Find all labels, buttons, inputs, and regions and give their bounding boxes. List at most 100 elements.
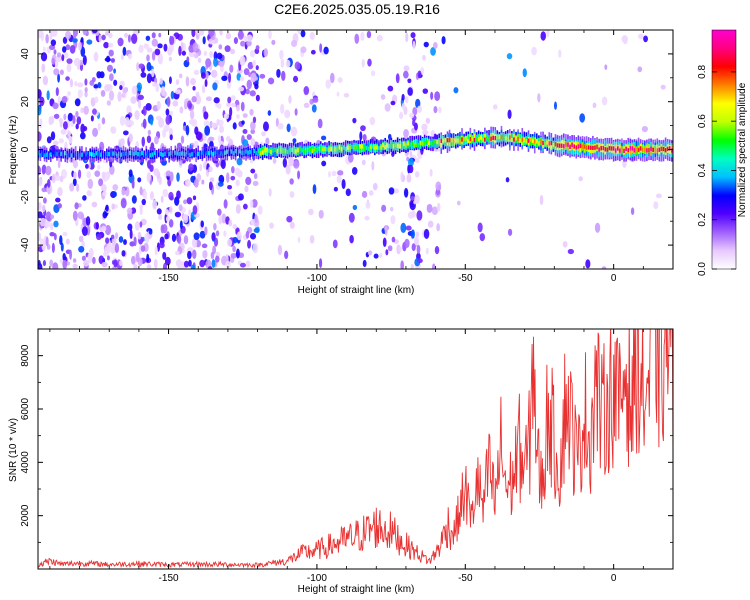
spectrogram-cell xyxy=(42,75,49,86)
spectrogram-cell xyxy=(463,136,465,142)
spectrogram-cell xyxy=(49,259,54,267)
spectrogram-cell xyxy=(252,243,259,254)
spectrogram-cell xyxy=(193,232,200,241)
spectrogram-cell xyxy=(232,236,238,244)
spectrogram-cell xyxy=(188,103,192,109)
spectrogram-cell xyxy=(360,31,365,41)
spectrogram-cell xyxy=(232,122,237,130)
spectrogram-cell xyxy=(136,82,143,92)
spectrogram-cell xyxy=(249,149,251,155)
spectrogram-cell xyxy=(413,236,420,246)
spectrogram-cell xyxy=(50,39,57,46)
spectrogram-cell xyxy=(178,204,183,212)
spectrogram-cell xyxy=(179,106,184,114)
spectrogram-cell xyxy=(188,259,192,267)
spectrogram-cell xyxy=(486,135,488,140)
spectrogram-cell xyxy=(235,204,241,214)
spectrogram-cell xyxy=(242,129,248,134)
spectrogram-cell xyxy=(387,245,393,252)
spectrogram-cell xyxy=(417,70,422,79)
spectrogram-cell xyxy=(122,87,128,94)
spectrogram-cell xyxy=(129,241,136,247)
spectrogram-cell xyxy=(621,35,628,43)
spectrogram-cell xyxy=(218,174,225,184)
spectrogram-cell xyxy=(38,232,42,242)
spectrogram-cell xyxy=(257,148,260,154)
spectrogram-cell xyxy=(390,142,393,147)
spectrogram-cell xyxy=(325,79,331,89)
spectrogram-cell xyxy=(51,242,55,254)
spectrogram-cell xyxy=(174,150,177,156)
spectrogram-cell xyxy=(333,186,338,192)
spectrogram-cell xyxy=(114,243,120,254)
spectrogram-cell xyxy=(239,262,246,268)
spectrogram-cell xyxy=(303,86,310,96)
spectrogram-cell xyxy=(319,43,323,53)
spectrogram-cell xyxy=(126,105,132,115)
spectrogram-cell xyxy=(73,57,81,67)
colorbar: 0.0 0.2 0.4 0.6 0.8 Normalized spectral ampl… xyxy=(697,29,748,276)
spectrogram-cell xyxy=(376,34,383,42)
spectrogram-cell xyxy=(43,153,46,158)
spectrogram-cell xyxy=(245,149,247,154)
spectrogram-cell xyxy=(211,152,214,157)
spectrogram-cell xyxy=(127,53,133,60)
spectrogram-cell xyxy=(425,247,429,255)
spectrogram-cell xyxy=(101,171,106,180)
spectrogram-cell xyxy=(127,34,131,43)
spectrogram-cell xyxy=(414,158,420,164)
spectrogram-cell xyxy=(101,225,107,232)
spectrogram-cell xyxy=(164,256,171,266)
spectrogram-cell xyxy=(308,208,314,216)
spectrogram-x-tick-label: 0 xyxy=(611,273,617,284)
spectrogram-cell xyxy=(211,232,216,241)
spectrogram-cell xyxy=(191,237,198,248)
spectrogram-cell xyxy=(290,126,298,137)
spectrogram-cell xyxy=(229,107,233,117)
spectrogram-cell xyxy=(354,33,360,44)
spectrogram-cell xyxy=(573,144,575,149)
spectrogram-cell xyxy=(106,151,108,157)
spectrogram-cell xyxy=(253,228,260,233)
spectrogram-cell xyxy=(617,146,619,151)
spectrogram-cell xyxy=(246,34,253,42)
spectrogram-cell xyxy=(288,156,294,167)
spectrogram-cell xyxy=(118,236,124,243)
spectrogram-cell xyxy=(668,146,671,151)
spectrogram-cell xyxy=(92,127,99,138)
spectrogram-cell xyxy=(201,150,204,155)
spectrogram-cell xyxy=(507,109,512,120)
snr-x-tick-label: -50 xyxy=(458,573,473,584)
spectrogram-cell xyxy=(446,138,449,143)
colorbar-tick-label: 0.2 xyxy=(697,212,708,226)
spectrogram-cell xyxy=(398,144,401,149)
spectrogram-cell xyxy=(637,147,640,153)
spectrogram-cell xyxy=(50,214,55,220)
spectrogram-cell xyxy=(75,110,79,118)
spectrogram-cell xyxy=(78,246,85,253)
spectrogram-cell xyxy=(261,150,264,155)
spectrogram-cell xyxy=(407,78,412,84)
spectrogram-cell xyxy=(579,143,582,153)
spectrogram-cell xyxy=(236,104,240,112)
spectrogram-cell xyxy=(621,147,623,152)
spectrogram-cell xyxy=(328,147,330,152)
spectrogram-cell xyxy=(180,135,185,144)
spectrogram-cell xyxy=(108,49,114,57)
spectrogram-cell xyxy=(220,150,222,156)
spectrogram-cell xyxy=(401,93,405,101)
spectrogram-cell xyxy=(179,220,183,230)
spectrogram-cell xyxy=(637,33,644,40)
spectrogram-cell xyxy=(133,151,135,156)
spectrogram-cell xyxy=(310,49,316,55)
spectrogram-cell xyxy=(385,249,389,256)
spectrogram-cell xyxy=(243,35,248,43)
spectrogram-cell xyxy=(83,259,89,267)
spectrogram-cell xyxy=(250,168,256,174)
spectrogram-cell xyxy=(62,152,65,157)
spectrogram-cell xyxy=(581,144,584,149)
spectrogram-cell xyxy=(382,143,384,148)
spectrogram-cell xyxy=(143,153,146,158)
spectrogram-cell xyxy=(151,38,158,47)
spectrogram-cell xyxy=(199,163,203,172)
